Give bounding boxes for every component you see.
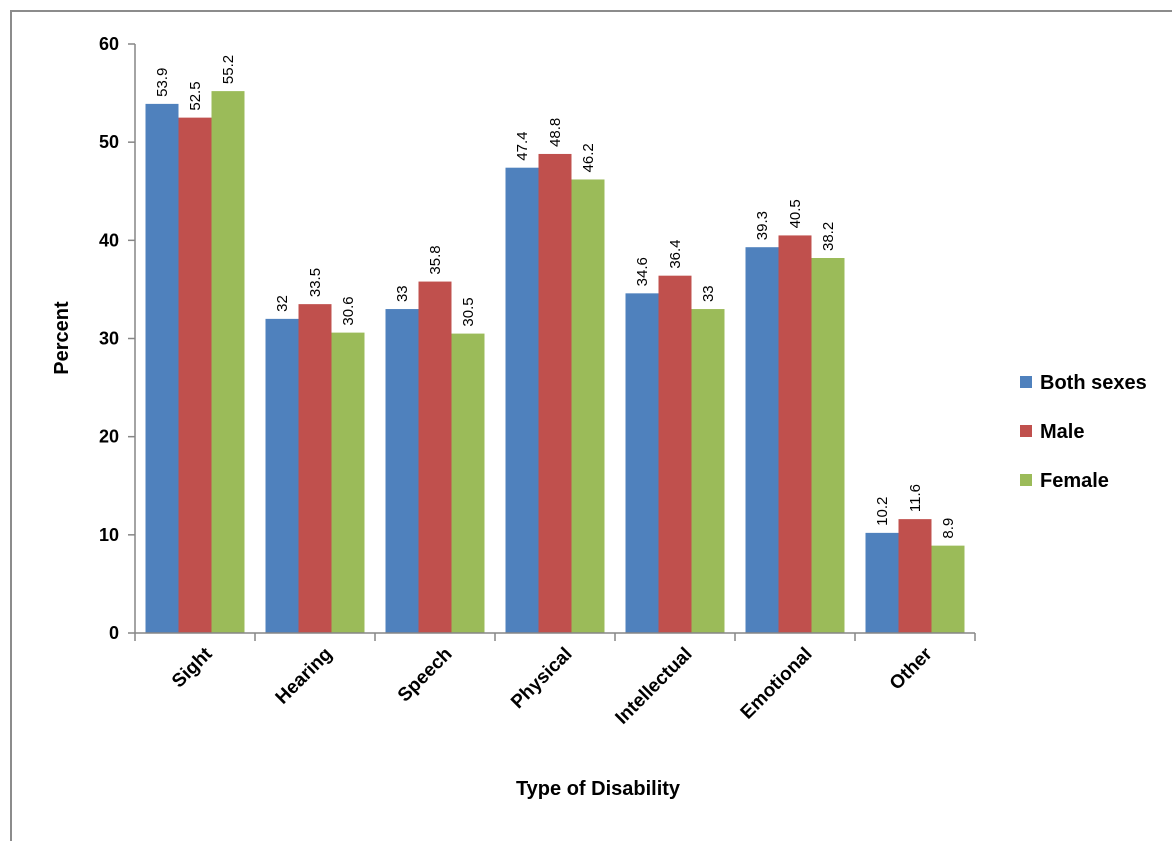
bar-speech-both-sexes (385, 309, 419, 633)
y-axis-title: Percent (51, 301, 73, 375)
y-tick-label-50: 50 (99, 132, 119, 152)
data-label-intellectual-both-sexes: 34.6 (634, 257, 651, 286)
bar-intellectual-both-sexes (625, 293, 659, 633)
data-label-speech-female: 30.5 (460, 297, 477, 326)
data-label-other-male: 11.6 (907, 484, 924, 512)
data-label-physical-both-sexes: 47.4 (514, 131, 531, 160)
legend-swatch-both-sexes (1020, 376, 1032, 388)
bar-emotional-both-sexes (745, 247, 779, 633)
bar-other-male (898, 519, 932, 633)
x-tick-label-intellectual: Intellectual (612, 644, 697, 729)
data-label-speech-both-sexes: 33 (394, 285, 411, 302)
bar-hearing-female (331, 332, 365, 633)
x-tick-label-physical: Physical (507, 644, 576, 713)
bar-physical-both-sexes (505, 167, 539, 633)
data-labels: 53.9 52.5 55.2 32 33.5 30.6 33 35.8 30.5 47.4 48.8… (154, 55, 957, 539)
bar-sight-male (178, 117, 212, 633)
y-tick-label-20: 20 (99, 427, 119, 447)
bar-emotional-male (778, 235, 812, 634)
data-label-sight-male: 52.5 (187, 81, 204, 110)
bar-speech-female (451, 333, 485, 633)
legend-swatch-male (1020, 425, 1032, 437)
y-tick-label-10: 10 (99, 525, 119, 545)
y-tick-label-0: 0 (109, 623, 119, 643)
y-tick-label-60: 60 (99, 34, 119, 54)
x-tick-label-hearing: Hearing (272, 644, 337, 709)
data-label-intellectual-female: 33 (700, 285, 717, 302)
data-label-physical-female: 46.2 (580, 143, 597, 172)
data-label-emotional-both-sexes: 39.3 (754, 211, 771, 240)
bars (145, 91, 965, 634)
legend-label-female: Female (1040, 470, 1109, 492)
bar-hearing-both-sexes (265, 318, 299, 633)
data-label-other-both-sexes: 10.2 (874, 497, 891, 526)
data-label-emotional-male: 40.5 (787, 199, 804, 228)
data-label-other-female: 8.9 (940, 518, 957, 539)
x-tick-label-speech: Speech (394, 644, 457, 707)
bar-intellectual-female (691, 309, 725, 633)
bar-other-both-sexes (865, 532, 899, 633)
bar-physical-male (538, 153, 572, 634)
y-tick-label-40: 40 (99, 230, 119, 250)
bar-hearing-male (298, 304, 332, 633)
y-tick-label-30: 30 (99, 329, 119, 349)
data-label-hearing-female: 30.6 (340, 296, 357, 325)
legend-swatch-female (1020, 474, 1032, 486)
data-label-speech-male: 35.8 (427, 245, 444, 274)
x-tick-label-other: Other (886, 643, 937, 694)
data-label-sight-female: 55.2 (220, 55, 237, 84)
bar-sight-both-sexes (145, 103, 179, 634)
bar-intellectual-male (658, 275, 692, 633)
data-label-hearing-male: 33.5 (307, 268, 324, 297)
bar-sight-female (211, 91, 245, 634)
legend-label-male: Male (1040, 421, 1084, 443)
bar-speech-male (418, 281, 452, 633)
x-tick-label-emotional: Emotional (737, 644, 817, 724)
bar-emotional-female (811, 258, 845, 633)
data-label-intellectual-male: 36.4 (667, 239, 684, 268)
legend: Both sexes Male Female (1020, 372, 1147, 492)
data-label-hearing-both-sexes: 32 (274, 295, 291, 312)
data-label-physical-male: 48.8 (547, 118, 564, 147)
data-label-sight-both-sexes: 53.9 (154, 68, 171, 97)
bar-physical-female (571, 179, 605, 633)
data-label-emotional-female: 38.2 (820, 222, 837, 251)
bar-other-female (931, 545, 965, 633)
legend-label-both-sexes: Both sexes (1040, 372, 1147, 394)
x-tick-label-sight: Sight (168, 643, 217, 692)
x-axis-title: Type of Disability (516, 778, 681, 800)
